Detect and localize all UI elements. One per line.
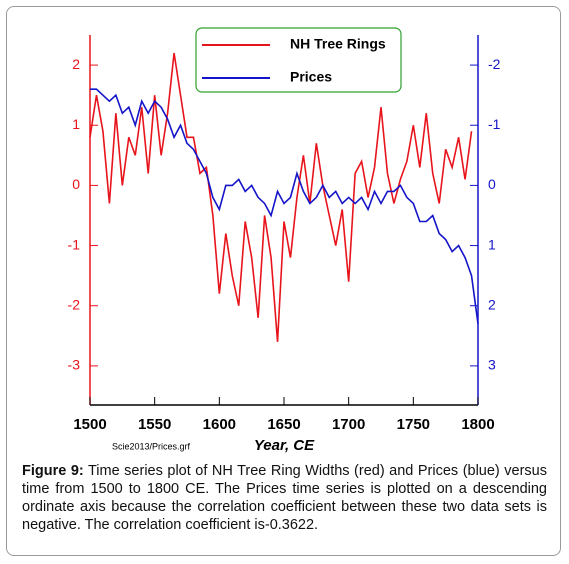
caption: Figure 9: Time series plot of NH Tree Ri… — [22, 462, 547, 534]
chart: 1500 1550 1600 1650 1700 1750 1800 -3 -2 -1 0 1 2 -2 -… — [68, 27, 501, 454]
legend-label: Prices — [290, 69, 332, 85]
caption-label: Figure 9: — [22, 463, 84, 479]
legend-label: NH Tree Rings — [290, 36, 386, 52]
x-tick-label: 1750 — [397, 416, 430, 433]
x-axis-label: Year, CE — [254, 437, 315, 454]
y2-tick-label: 3 — [488, 357, 496, 373]
x-tick-label: 1500 — [73, 416, 106, 433]
caption-text: Time series plot of NH Tree Ring Widths … — [22, 463, 547, 533]
y2-tick-label: 2 — [488, 296, 496, 312]
y2-tick-label: 0 — [488, 176, 496, 192]
y-tick-label: 1 — [72, 116, 80, 132]
y2-tick-label: 1 — [488, 236, 496, 252]
x-tick-label: 1650 — [267, 416, 300, 433]
y-tick-label: -3 — [68, 357, 81, 373]
x-tick-label: 1700 — [332, 416, 365, 433]
x-tick-label: 1800 — [461, 416, 494, 433]
annotation: Scie2013/Prices.grf — [112, 441, 191, 451]
frame — [6, 6, 561, 556]
x-tick-label: 1550 — [138, 416, 171, 433]
series-line — [89, 52, 473, 342]
y2-tick-label: -2 — [488, 56, 501, 72]
y-tick-label: -1 — [68, 236, 81, 252]
y-tick-label: 0 — [72, 176, 80, 192]
series-line — [90, 88, 479, 324]
y-tick-label: -2 — [68, 296, 81, 312]
y2-tick-label: -1 — [488, 116, 501, 132]
y-tick-label: 2 — [72, 56, 80, 72]
x-tick-label: 1600 — [203, 416, 236, 433]
